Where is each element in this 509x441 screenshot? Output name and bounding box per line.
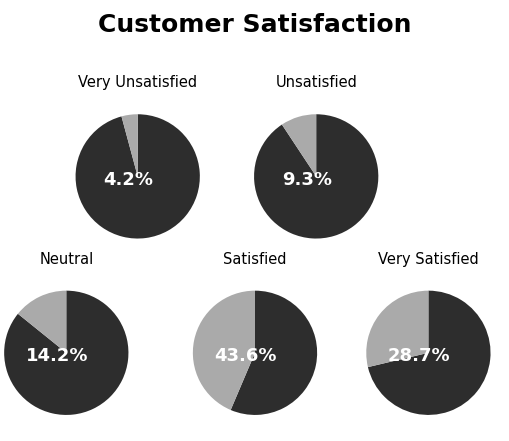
Text: Very Unsatisfied: Very Unsatisfied <box>78 75 197 90</box>
Text: 9.3%: 9.3% <box>281 171 331 188</box>
Text: Neutral: Neutral <box>39 252 93 267</box>
Wedge shape <box>18 291 66 353</box>
Text: 28.7%: 28.7% <box>387 347 449 365</box>
Wedge shape <box>253 114 378 239</box>
Wedge shape <box>365 291 428 367</box>
Wedge shape <box>121 114 137 176</box>
Text: Very Satisfied: Very Satisfied <box>377 252 478 267</box>
Text: Unsatisfied: Unsatisfied <box>275 75 356 90</box>
Text: 4.2%: 4.2% <box>103 171 153 188</box>
Wedge shape <box>230 291 317 415</box>
Text: Satisfied: Satisfied <box>223 252 286 267</box>
Wedge shape <box>367 291 490 415</box>
Text: Customer Satisfaction: Customer Satisfaction <box>98 13 411 37</box>
Text: 43.6%: 43.6% <box>214 347 276 365</box>
Wedge shape <box>4 291 128 415</box>
Text: 14.2%: 14.2% <box>25 347 88 365</box>
Wedge shape <box>75 114 200 239</box>
Wedge shape <box>192 291 254 410</box>
Wedge shape <box>281 114 316 176</box>
